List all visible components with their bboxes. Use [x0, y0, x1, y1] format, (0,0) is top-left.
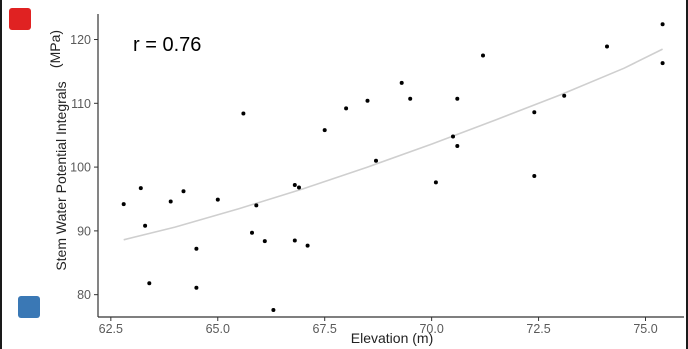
data-point: [562, 93, 567, 98]
data-point: [271, 308, 276, 312]
right-frame-border: [686, 0, 688, 349]
data-point: [532, 110, 537, 115]
data-point: [241, 111, 246, 116]
data-point: [147, 281, 152, 286]
data-point: [365, 98, 370, 103]
data-point: [305, 243, 310, 248]
data-point: [121, 202, 126, 207]
y-tick-label: 110: [71, 97, 91, 111]
x-tick-label: 65.0: [206, 322, 230, 336]
axes: [97, 14, 684, 318]
y-tick-label: 90: [77, 224, 91, 238]
left-frame-border: [0, 0, 2, 349]
data-point: [292, 238, 297, 243]
data-point: [433, 180, 438, 185]
y-tick-label: 100: [70, 161, 91, 175]
x-axis-title: Elevation (m): [351, 330, 433, 346]
y-axis-title: Stem Water Potential Integrals: [53, 81, 69, 270]
red-swatch: [9, 8, 31, 30]
data-point: [292, 183, 297, 187]
data-point: [660, 61, 665, 66]
data-point: [194, 285, 199, 290]
data-point: [181, 189, 186, 194]
data-point: [215, 197, 220, 202]
data-point: [262, 239, 267, 244]
y-axis-ticks: 80 90 100 110 120: [70, 33, 98, 302]
trend-line: [123, 48, 663, 241]
data-point: [455, 144, 460, 148]
blue-swatch: [18, 296, 40, 318]
data-point: [168, 199, 173, 204]
data-point: [532, 174, 537, 178]
x-tick-label: 67.5: [313, 322, 337, 336]
data-point: [660, 22, 665, 27]
data-point: [143, 223, 148, 228]
x-tick-label: 70.0: [419, 322, 443, 336]
data-point: [408, 96, 413, 101]
trend-line-layer: [123, 48, 663, 241]
x-axis-ticks: 62.5 65.0 67.5 70.0 72.5 75.0: [99, 317, 658, 336]
data-point: [322, 128, 327, 133]
y-tick-label: 120: [70, 33, 91, 47]
y-axis-unit: (MPa): [47, 30, 63, 68]
data-point: [194, 246, 199, 251]
y-tick-label: 80: [77, 288, 91, 302]
points-layer: [121, 22, 665, 312]
data-point: [451, 134, 455, 139]
data-point: [605, 44, 609, 49]
data-point: [138, 186, 143, 191]
data-point: [481, 53, 485, 58]
data-point: [250, 230, 254, 235]
x-tick-label: 75.0: [633, 322, 657, 336]
data-point: [399, 80, 404, 85]
data-point: [455, 96, 460, 101]
correlation-annotation: r = 0.76: [133, 34, 201, 56]
data-point: [254, 203, 259, 208]
data-point: [344, 106, 349, 111]
x-tick-label: 62.5: [99, 322, 123, 336]
data-point: [374, 158, 378, 163]
data-point: [297, 185, 301, 190]
x-tick-label: 72.5: [526, 322, 550, 336]
